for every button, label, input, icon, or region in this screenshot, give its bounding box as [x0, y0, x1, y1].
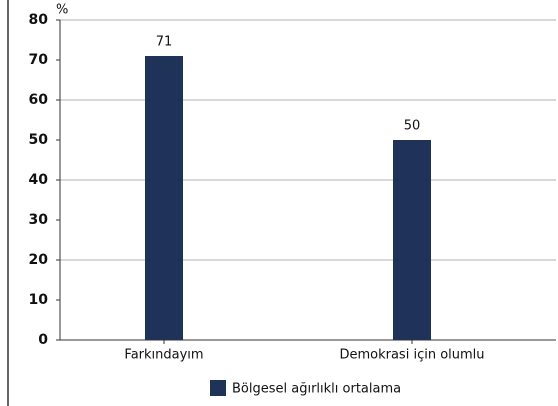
- legend-swatch: [210, 380, 226, 396]
- y-tick-label: 40: [29, 172, 49, 188]
- value-label: 50: [404, 119, 421, 134]
- y-tick-label: 0: [38, 332, 48, 348]
- x-tick-label: Farkındayım: [124, 348, 203, 363]
- y-tick-label: 20: [29, 252, 49, 268]
- y-tick-label: 70: [29, 52, 49, 68]
- y-tick-label: 10: [29, 292, 49, 308]
- x-tick-label: Demokrasi için olumlu: [339, 348, 484, 363]
- y-tick-label: 50: [29, 132, 49, 148]
- y-tick-label: 60: [29, 92, 49, 108]
- legend-label: Bölgesel ağırlıklı ortalama: [232, 382, 401, 397]
- y-tick-label: 30: [29, 212, 49, 228]
- bar: [393, 140, 431, 340]
- y-unit: %: [56, 3, 68, 18]
- y-tick-label: 80: [29, 12, 49, 28]
- value-label: 71: [156, 35, 173, 50]
- bar: [145, 56, 183, 340]
